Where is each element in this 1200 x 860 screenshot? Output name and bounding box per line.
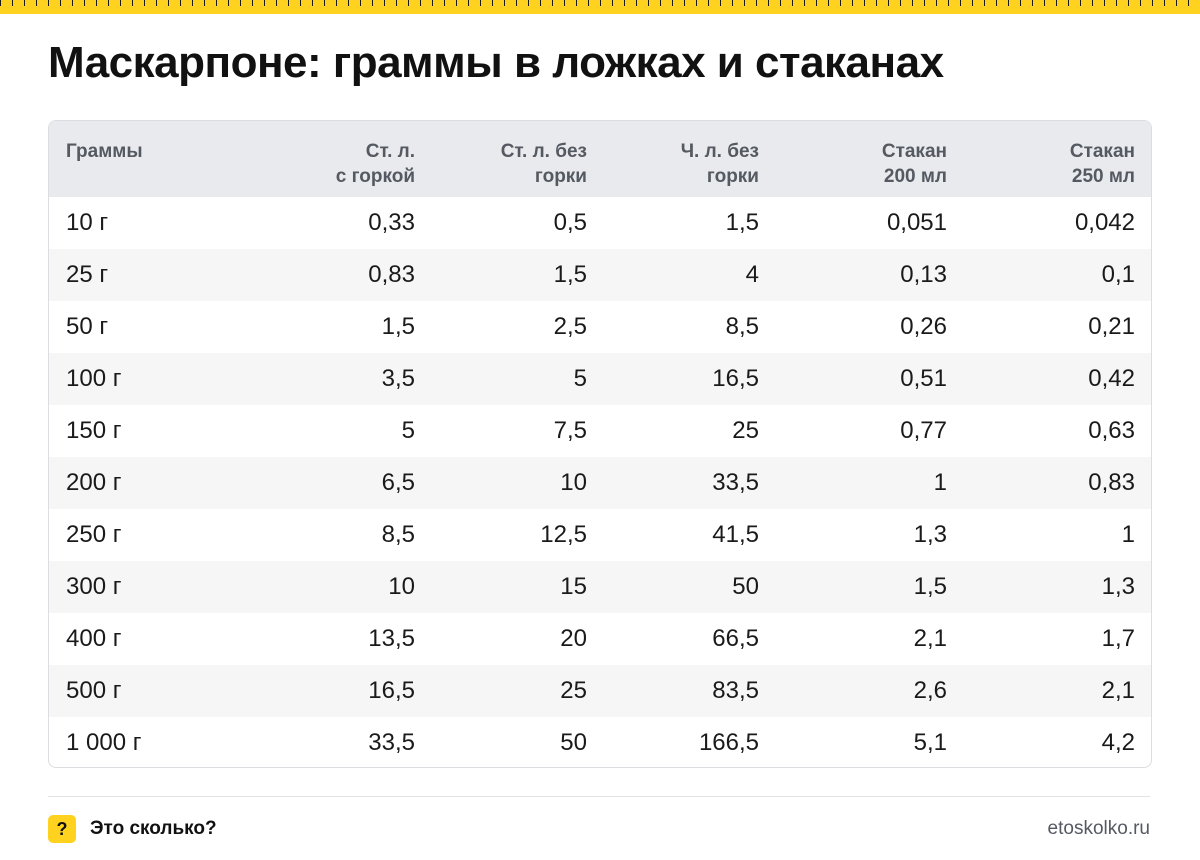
table-cell-value: 1 [933, 469, 947, 496]
table-cell-value: 2,6 [913, 677, 947, 704]
table-cell-value: 0,63 [1088, 417, 1135, 444]
table-cell-value: 2,5 [553, 313, 587, 340]
table-row: 500 г 16,5 25 83,5 2,6 2,1 [49, 665, 1151, 717]
table-cell-grams: 1 000 г [66, 729, 142, 756]
table-cell-value: 20 [560, 625, 587, 652]
table-row: 10 г 0,33 0,5 1,5 0,051 0,042 [49, 197, 1151, 249]
ruler-stripe [0, 0, 1200, 14]
table-cell-value: 1,5 [725, 209, 759, 236]
table-cell-value: 8,5 [381, 521, 415, 548]
table-cell-value: 0,21 [1088, 313, 1135, 340]
table-cell-value: 1,3 [1101, 573, 1135, 600]
table-cell-value: 83,5 [712, 677, 759, 704]
table-cell-value: 66,5 [712, 625, 759, 652]
table-cell-value: 5 [401, 417, 415, 444]
conversion-table-container: Граммы Ст. л. с горкой Ст. л. без горки Ч.… [48, 120, 1152, 768]
table-cell-value: 0,051 [886, 209, 947, 236]
table-cell-grams: 200 г [66, 469, 122, 496]
table-row: 150 г 5 7,5 25 0,77 0,63 [49, 405, 1151, 457]
table-cell-value: 41,5 [712, 521, 759, 548]
table-row: 300 г 10 15 50 1,5 1,3 [49, 561, 1151, 613]
table-cell-value: 5,1 [913, 729, 947, 756]
table-cell-value: 25 [560, 677, 587, 704]
table-cell-value: 8,5 [725, 313, 759, 340]
table-cell-value: 6,5 [381, 469, 415, 496]
table-cell-value: 0,33 [368, 209, 415, 236]
table-cell-grams: 25 г [66, 261, 109, 288]
footer-divider [48, 796, 1150, 797]
table-cell-value: 0,77 [900, 417, 947, 444]
table-cell-value: 1,3 [913, 521, 947, 548]
brand-name: Это сколько? [90, 818, 217, 839]
table-row: 1 000 г 33,5 50 166,5 5,1 4,2 [49, 717, 1151, 767]
table-cell-value: 10 [388, 573, 415, 600]
table-row: 25 г 0,83 1,5 4 0,13 0,1 [49, 249, 1151, 301]
table-cell-value: 5 [573, 365, 587, 392]
site-url: etoskolko.ru [1047, 818, 1150, 839]
table-cell-value: 33,5 [368, 729, 415, 756]
table-cell-value: 10 [560, 469, 587, 496]
page-title: Маскарпоне: граммы в ложках и стаканах [48, 38, 944, 87]
table-cell-value: 2,1 [913, 625, 947, 652]
table-cell-value: 12,5 [540, 521, 587, 548]
column-header-tbsp-level: Ст. л. без горки [500, 141, 587, 187]
column-header-cup-250: Стакан 250 мл [1069, 141, 1135, 187]
table-cell-value: 16,5 [368, 677, 415, 704]
table-cell-value: 50 [560, 729, 587, 756]
question-mark-icon: ? [48, 815, 76, 843]
table-cell-value: 0,1 [1101, 261, 1135, 288]
column-header-cup-200: Стакан 200 мл [881, 141, 947, 187]
table-cell-value: 4,2 [1101, 729, 1135, 756]
table-cell-value: 0,51 [900, 365, 947, 392]
column-header-grams: Граммы [66, 141, 143, 162]
table-row: 400 г 13,5 20 66,5 2,1 1,7 [49, 613, 1151, 665]
table-cell-value: 0,13 [900, 261, 947, 288]
table-cell-value: 0,83 [1088, 469, 1135, 496]
table-cell-value: 3,5 [381, 365, 415, 392]
table-cell-value: 166,5 [698, 729, 759, 756]
table-cell-value: 50 [732, 573, 759, 600]
table-cell-grams: 250 г [66, 521, 122, 548]
table-cell-grams: 10 г [66, 209, 109, 236]
table-row: 250 г 8,5 12,5 41,5 1,3 1 [49, 509, 1151, 561]
table-cell-value: 0,42 [1088, 365, 1135, 392]
table-cell-grams: 300 г [66, 573, 122, 600]
table-cell-value: 25 [732, 417, 759, 444]
table-cell-value: 1 [1121, 521, 1135, 548]
table-cell-value: 4 [745, 261, 759, 288]
table-cell-value: 0,83 [368, 261, 415, 288]
conversion-table: Граммы Ст. л. с горкой Ст. л. без горки Ч.… [49, 121, 1151, 767]
column-header-tbsp-heaped: Ст. л. с горкой [335, 141, 415, 187]
column-header-tsp-level: Ч. л. без горки [680, 141, 759, 187]
table-header-row: Граммы Ст. л. с горкой Ст. л. без горки Ч.… [49, 121, 1151, 197]
table-cell-grams: 150 г [66, 417, 122, 444]
table-cell-grams: 400 г [66, 625, 122, 652]
table-cell-value: 1,5 [913, 573, 947, 600]
table-cell-value: 0,26 [900, 313, 947, 340]
table-cell-value: 33,5 [712, 469, 759, 496]
table-cell-value: 0,042 [1074, 209, 1135, 236]
table-cell-value: 13,5 [368, 625, 415, 652]
table-cell-value: 1,5 [553, 261, 587, 288]
table-cell-grams: 50 г [66, 313, 109, 340]
table-cell-value: 16,5 [712, 365, 759, 392]
table-cell-value: 15 [560, 573, 587, 600]
table-cell-value: 2,1 [1101, 677, 1135, 704]
table-cell-value: 1,7 [1101, 625, 1135, 652]
table-cell-value: 0,5 [553, 209, 587, 236]
table-body: 10 г 0,33 0,5 1,5 0,051 0,042 25 г 0,83 1,5 4 0,13… [49, 197, 1151, 767]
table-cell-grams: 500 г [66, 677, 122, 704]
table-cell-grams: 100 г [66, 365, 122, 392]
table-cell-value: 1,5 [381, 313, 415, 340]
table-row: 200 г 6,5 10 33,5 1 0,83 [49, 457, 1151, 509]
table-cell-value: 7,5 [553, 417, 587, 444]
table-row: 100 г 3,5 5 16,5 0,51 0,42 [49, 353, 1151, 405]
table-row: 50 г 1,5 2,5 8,5 0,26 0,21 [49, 301, 1151, 353]
brand: ? Это сколько? [48, 815, 217, 843]
